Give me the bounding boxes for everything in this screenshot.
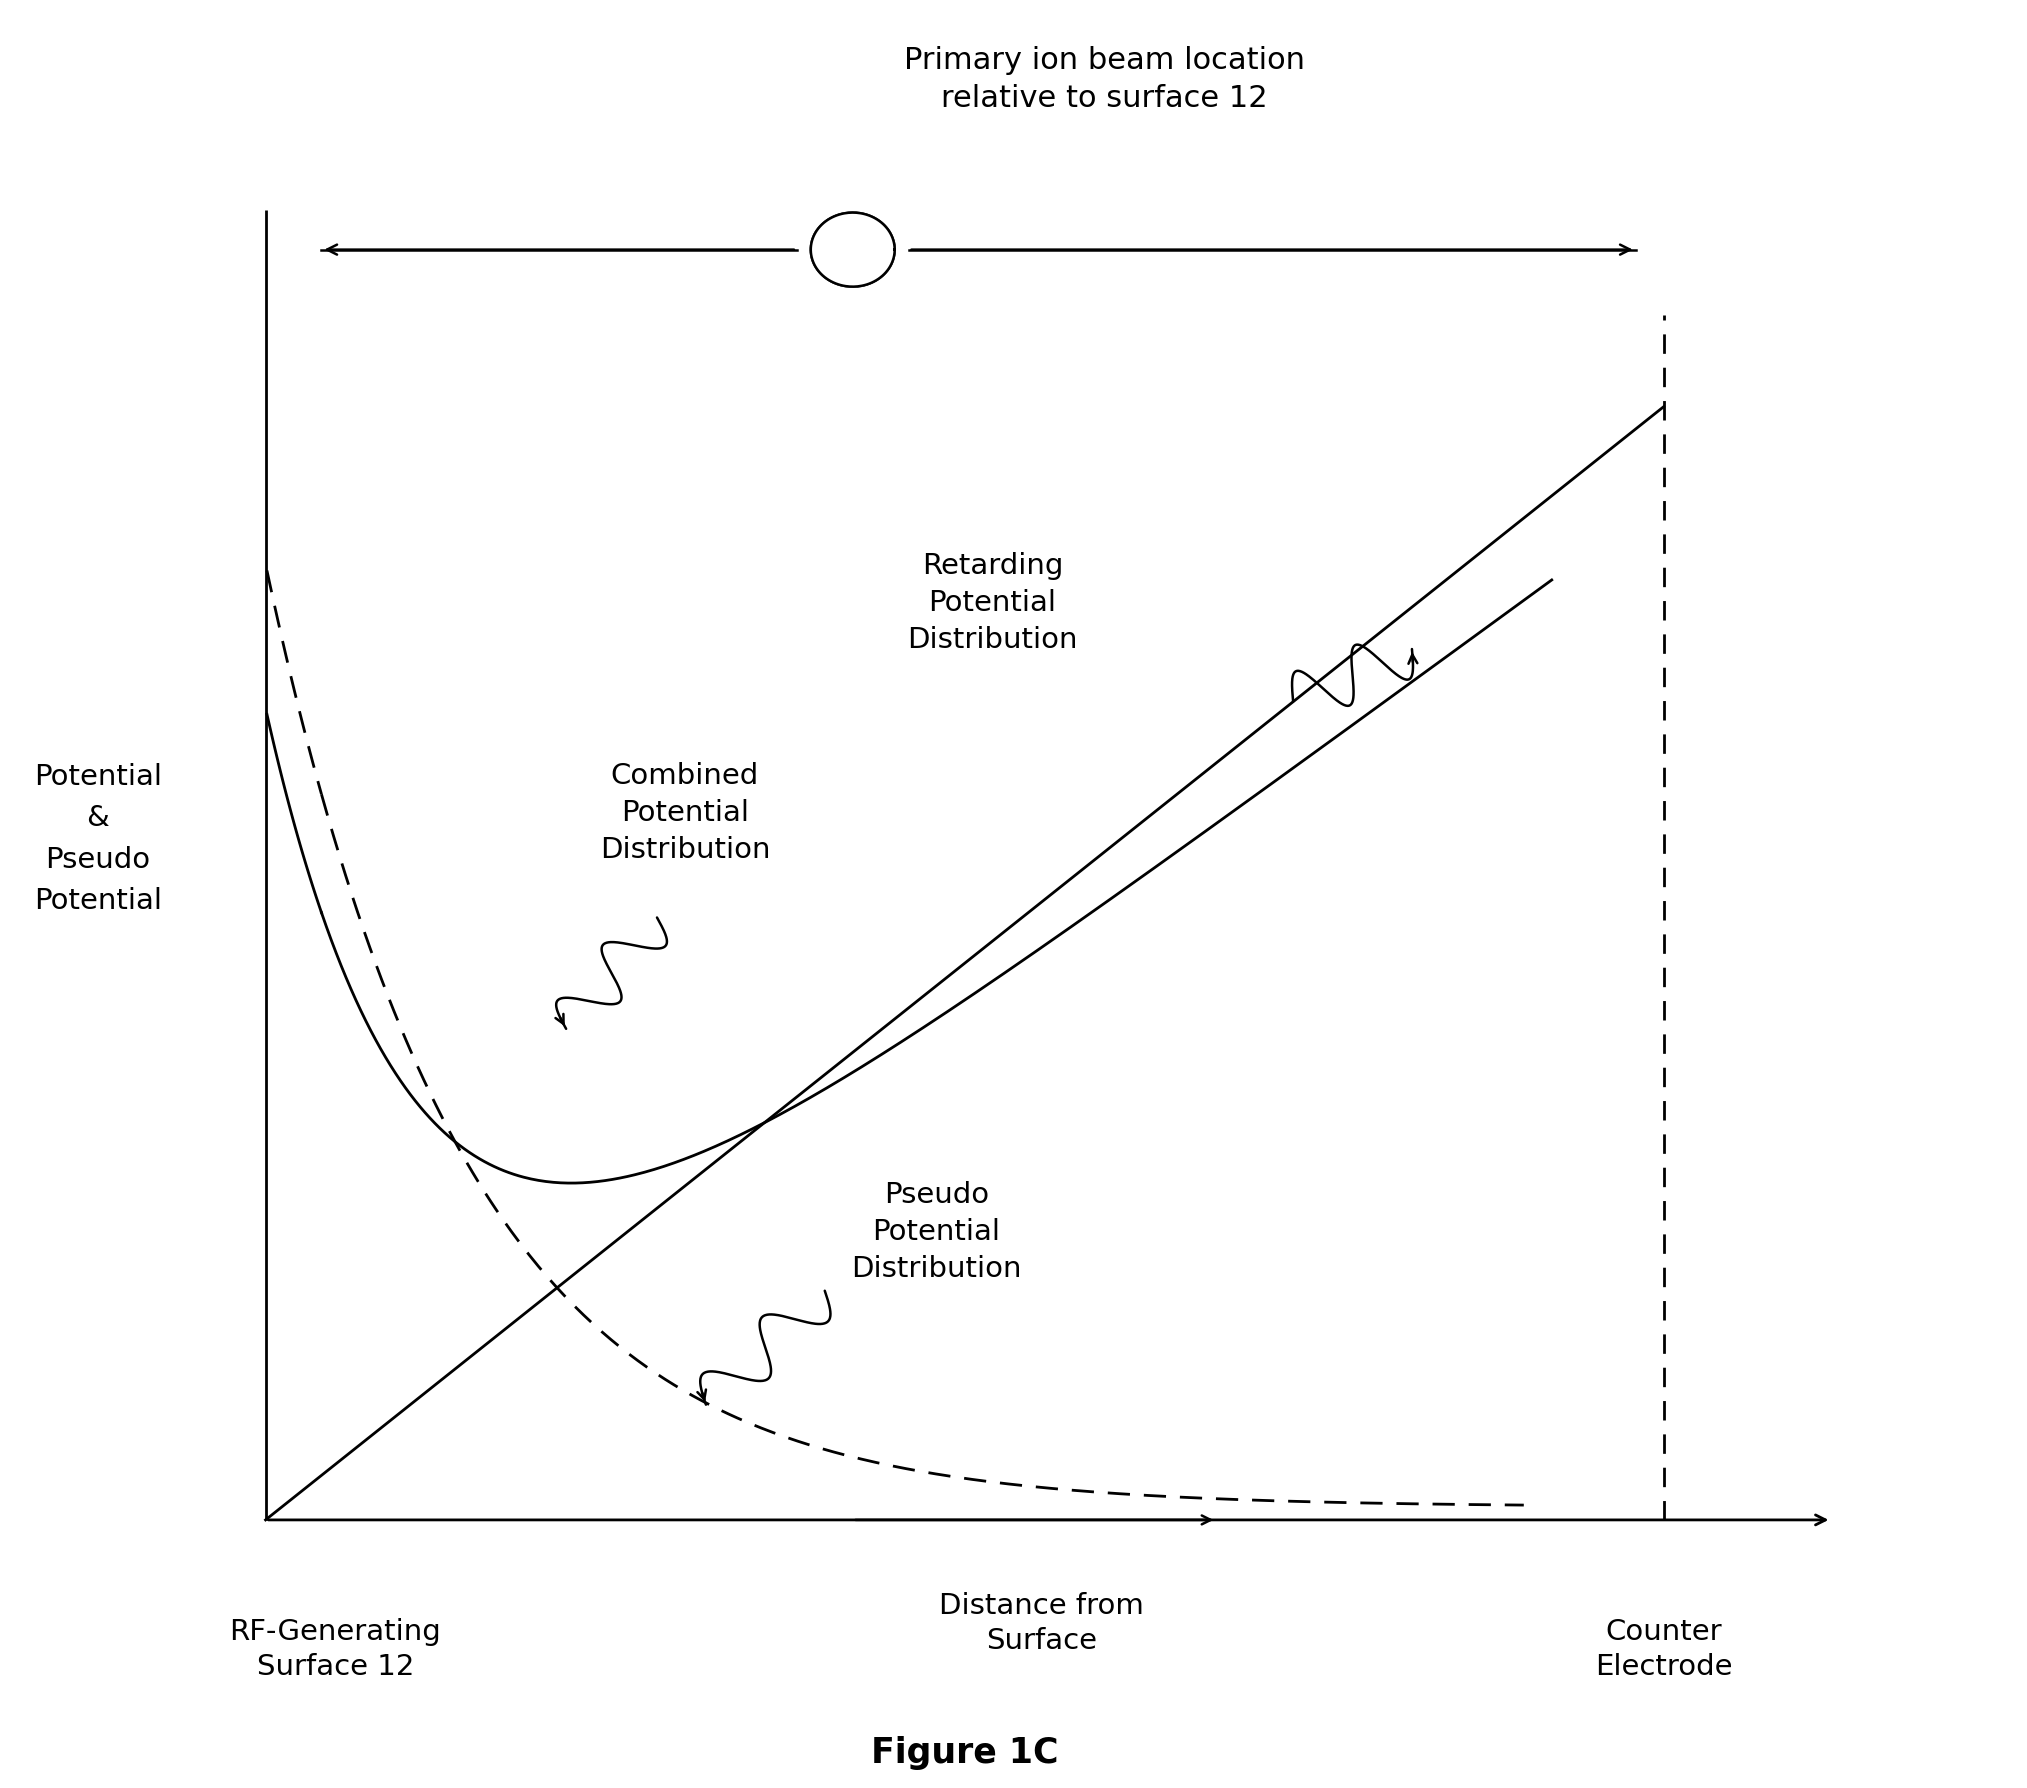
Text: Pseudo
Potential
Distribution: Pseudo Potential Distribution [851, 1182, 1022, 1282]
Text: Combined
Potential
Distribution: Combined Potential Distribution [600, 762, 770, 864]
Polygon shape [811, 213, 894, 286]
Text: Distance from
Surface: Distance from Surface [939, 1591, 1143, 1654]
Text: Potential
&
Pseudo
Potential: Potential & Pseudo Potential [34, 763, 162, 915]
Text: Figure 1C: Figure 1C [872, 1736, 1058, 1770]
Text: Primary ion beam location
relative to surface 12: Primary ion beam location relative to su… [904, 46, 1305, 113]
Text: Retarding
Potential
Distribution: Retarding Potential Distribution [908, 552, 1078, 654]
Text: RF-Generating
Surface 12: RF-Generating Surface 12 [229, 1618, 442, 1681]
Text: Counter
Electrode: Counter Electrode [1595, 1618, 1733, 1681]
